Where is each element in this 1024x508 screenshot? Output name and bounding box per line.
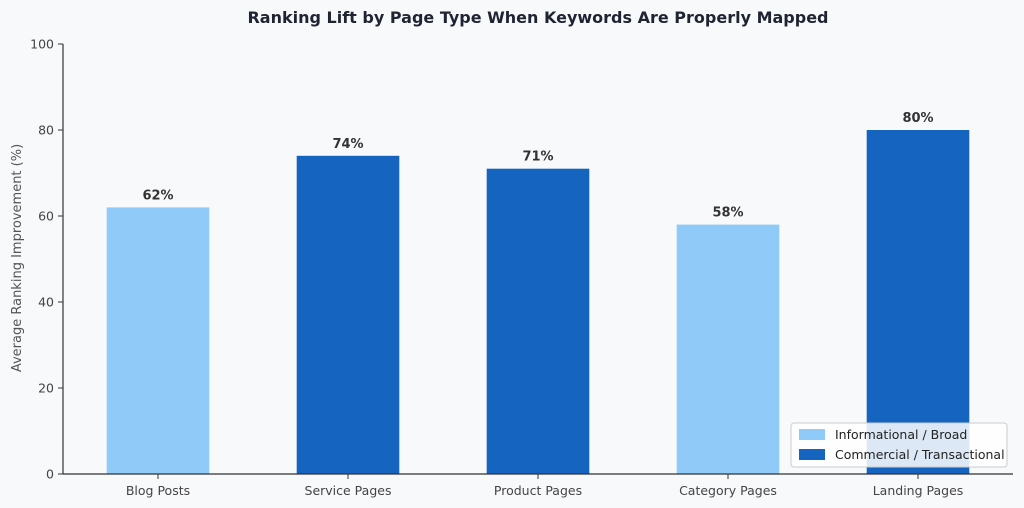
chart-title: Ranking Lift by Page Type When Keywords … [247,8,828,27]
x-tick-label: Category Pages [679,483,777,498]
y-tick-label: 80 [38,123,54,138]
bars-group: 62% 74% 71% 58% 80% [106,111,970,475]
data-label: 71% [522,150,553,165]
legend-swatch-commercial [799,449,825,460]
bar-blog-posts [106,207,210,474]
data-label: 58% [712,206,743,221]
y-tick-label: 0 [46,467,54,482]
axes-group: Blog Posts Service Pages Product Pages Cate… [30,37,1013,498]
legend-box [790,422,1008,468]
y-tick-label: 60 [38,209,54,224]
y-tick-label: 20 [38,381,54,396]
bar-category-pages [676,224,780,474]
data-label: 80% [902,111,933,126]
x-tick-label: Service Pages [305,483,392,498]
data-label: 74% [332,137,363,152]
x-tick-label: Product Pages [494,483,582,498]
y-tick-label: 100 [30,37,54,52]
legend-label-informational: Informational / Broad [835,427,967,442]
bar-service-pages [296,155,400,475]
legend-label-commercial: Commercial / Transactional [835,447,1005,462]
bar-landing-pages [866,130,970,474]
legend-swatch-informational [799,429,825,440]
x-tick-label: Blog Posts [126,483,190,498]
y-tick-label: 40 [38,295,54,310]
bar-product-pages [486,168,590,474]
x-tick-label: Landing Pages [873,483,964,498]
legend: Informational / Broad Commercial / Trans… [790,422,1008,468]
y-axis-label: Average Ranking Improvement (%) [10,144,25,372]
data-label: 62% [142,188,173,203]
